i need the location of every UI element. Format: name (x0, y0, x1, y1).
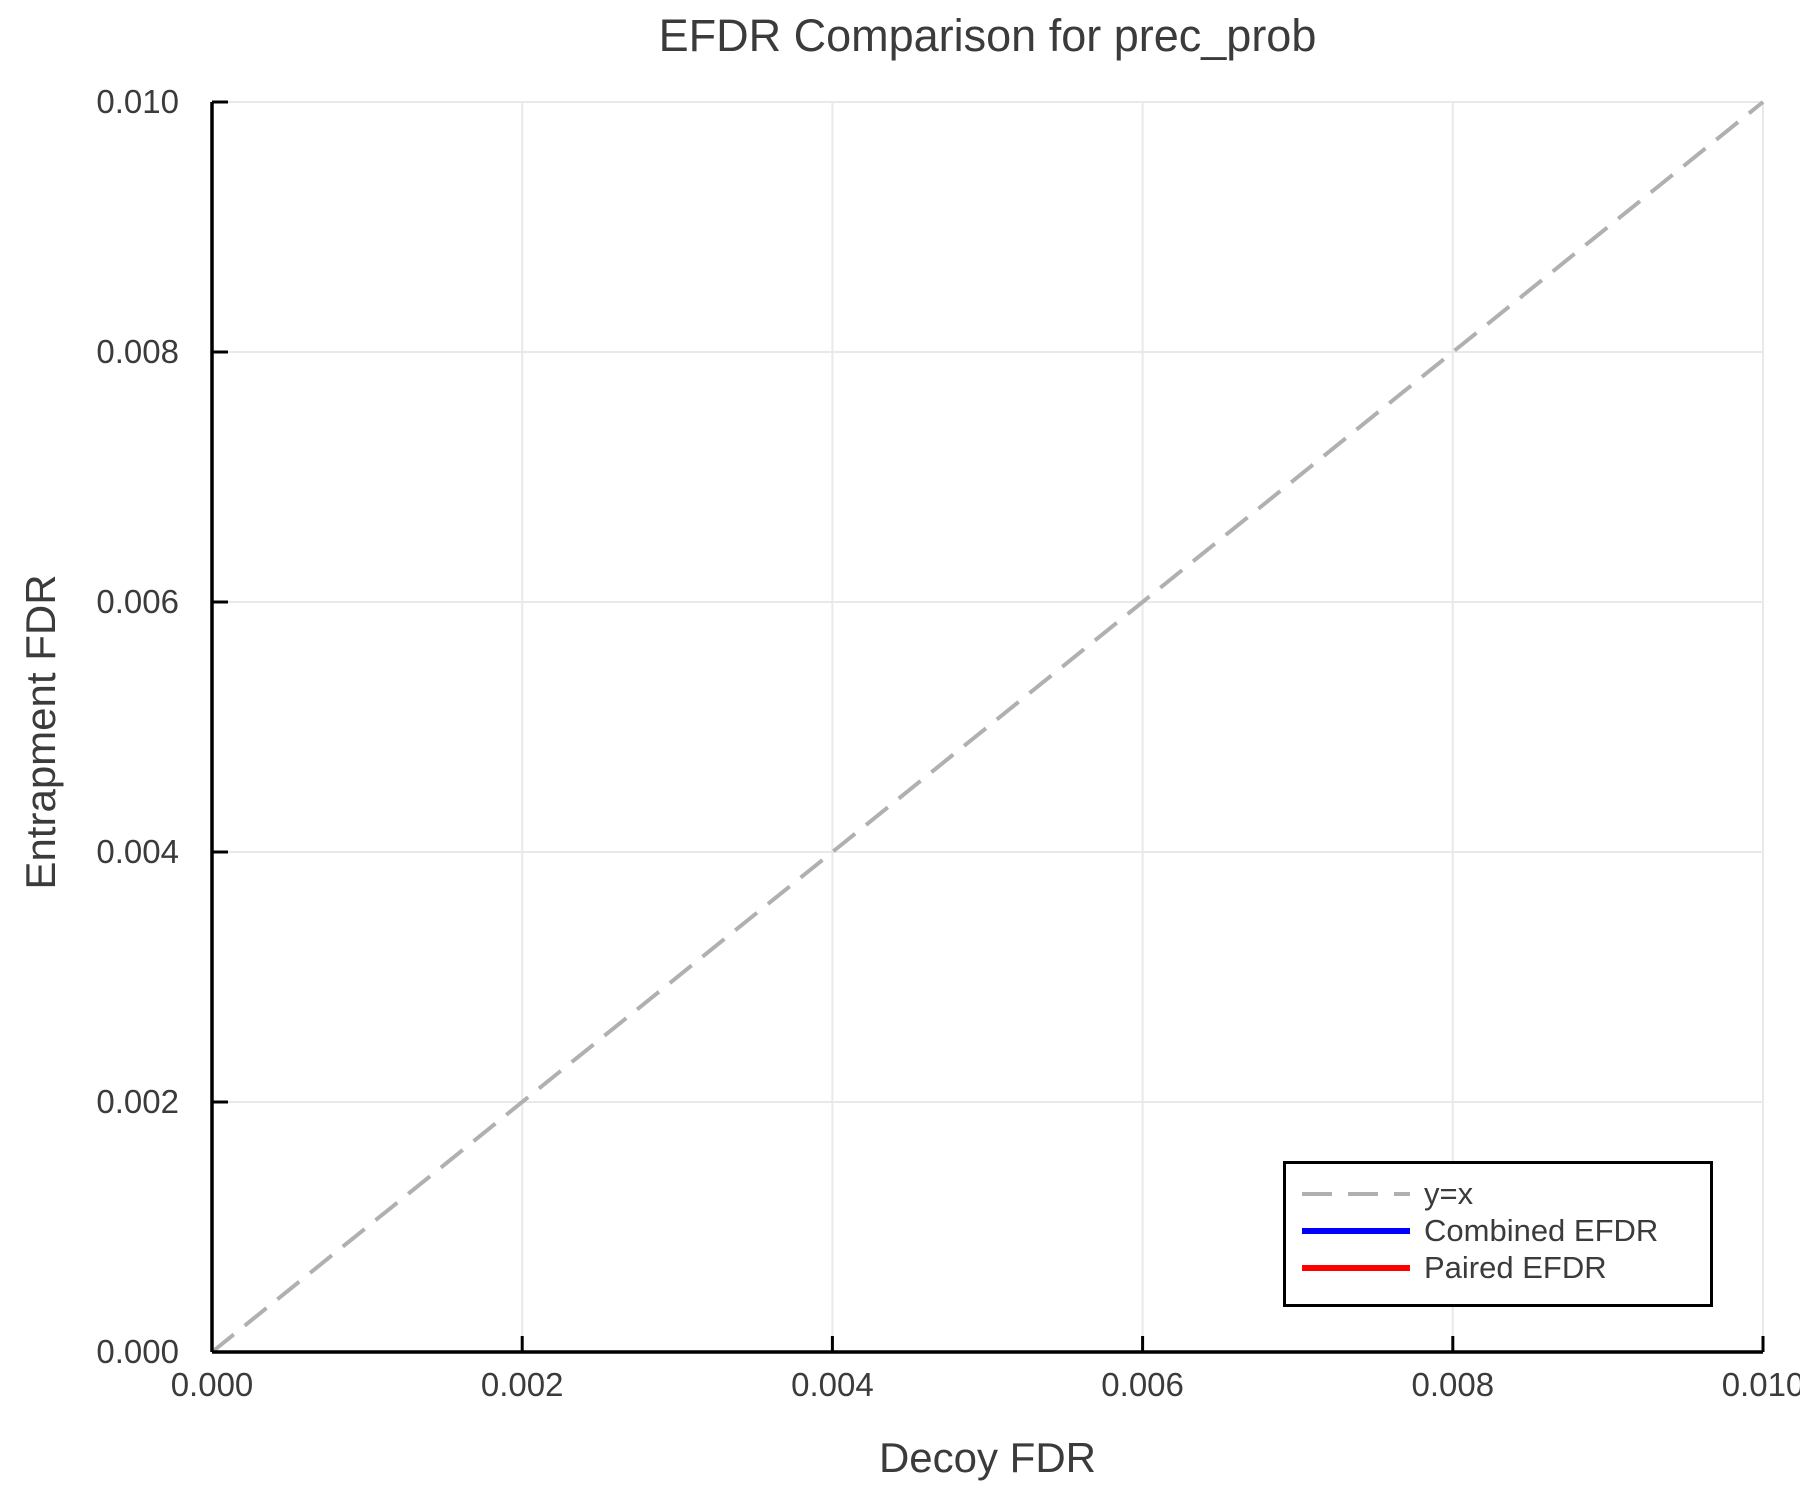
legend-item: Paired EFDR (1302, 1249, 1710, 1286)
legend: y=x Combined EFDR Paired EFDR (1283, 1161, 1713, 1307)
y-tick-label: 0.002 (96, 1083, 179, 1120)
y-tick-label: 0.010 (96, 83, 179, 120)
solid-line-swatch-icon (1302, 1264, 1410, 1271)
solid-line-swatch-icon (1302, 1227, 1410, 1234)
y-axis-label: Entrapment FDR (17, 574, 64, 890)
x-tick-label: 0.000 (171, 1366, 254, 1403)
y-tick-label: 0.006 (96, 583, 179, 620)
legend-item-label: y=x (1424, 1175, 1474, 1211)
x-tick-label: 0.008 (1412, 1366, 1495, 1403)
legend-item: y=x (1302, 1175, 1710, 1212)
series-line-y-x (210, 100, 1765, 1354)
y-tick-label: 0.008 (96, 333, 179, 370)
dashed-line-swatch-icon (1302, 1191, 1410, 1196)
x-axis-label: Decoy FDR (878, 1434, 1097, 1481)
x-tick-label: 0.006 (1101, 1366, 1184, 1403)
legend-item-label: Combined EFDR (1424, 1212, 1659, 1248)
y-tick-label: 0.004 (96, 833, 179, 870)
x-tick-label: 0.002 (481, 1366, 564, 1403)
x-tick-label: 0.004 (791, 1366, 874, 1403)
legend-item-label: Paired EFDR (1424, 1249, 1607, 1285)
x-tick-label: 0.010 (1722, 1366, 1800, 1403)
y-tick-label: 0.000 (96, 1333, 179, 1370)
chart-title: EFDR Comparison for prec_prob (658, 10, 1317, 61)
legend-item: Combined EFDR (1302, 1212, 1710, 1249)
